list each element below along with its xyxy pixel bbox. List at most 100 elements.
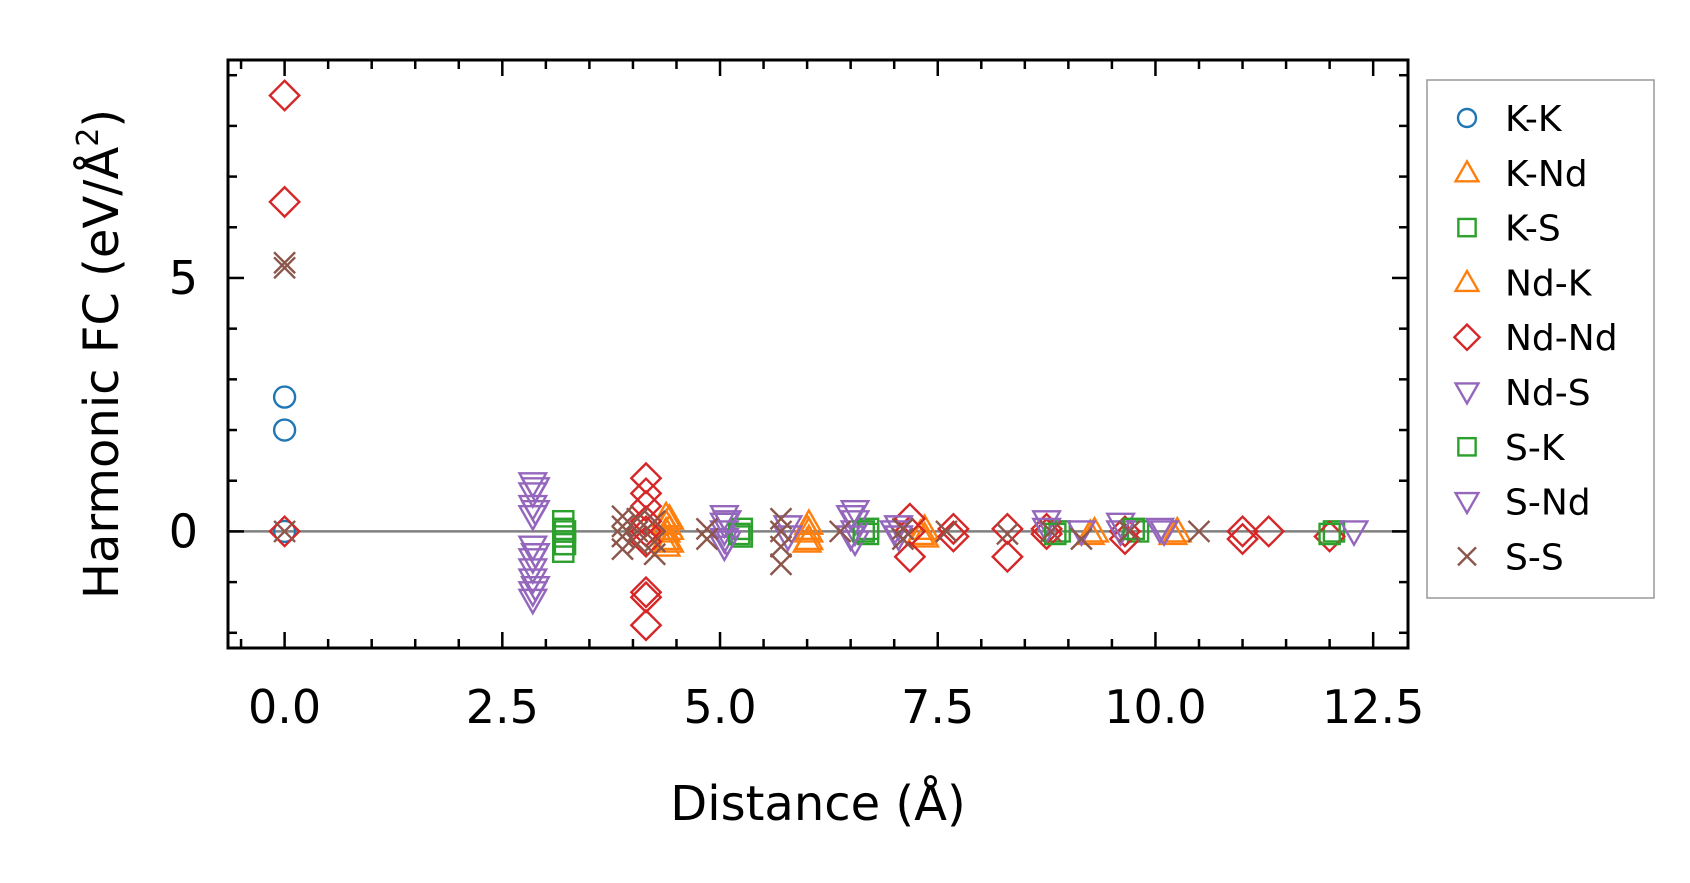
y-tick-label: 5	[169, 251, 198, 305]
data-point	[711, 530, 743, 558]
data-markers	[268, 79, 1370, 642]
data-point	[711, 510, 743, 537]
legend-item-nd-k: Nd-K	[1453, 263, 1593, 304]
legend-label: Nd-Nd	[1505, 318, 1618, 359]
data-point	[891, 517, 915, 541]
legend-label: S-Nd	[1505, 483, 1591, 524]
data-point	[611, 537, 634, 561]
plot-frame	[226, 58, 1410, 650]
legend-item-nd-s: Nd-S	[1453, 373, 1591, 414]
data-point	[1122, 517, 1145, 541]
data-point	[520, 477, 551, 505]
data-point	[828, 520, 852, 543]
data-point	[1070, 527, 1093, 551]
data-point	[904, 518, 936, 546]
x-tick-label: 12.5	[1322, 680, 1424, 734]
data-point	[551, 525, 575, 548]
legend-label: K-S	[1505, 209, 1561, 250]
data-point	[769, 553, 793, 576]
y-axis-title: Harmonic FC (eV/Å2)	[71, 109, 130, 599]
legend: K-K K-Nd K-S Nd-K Nd-Nd Nd-S S-K S-Nd S-S	[1426, 79, 1655, 599]
data-point	[695, 527, 719, 551]
data-point	[1074, 518, 1106, 546]
x-axis-title: Distance (Å)	[670, 775, 965, 832]
legend-item-nd-nd: Nd-Nd	[1452, 318, 1618, 359]
data-point	[893, 540, 927, 574]
data-point	[517, 558, 549, 586]
series-nd-s	[517, 472, 1176, 616]
data-point	[1322, 520, 1346, 543]
data-point	[629, 525, 663, 558]
data-point	[1079, 515, 1110, 543]
legend-marker-icon	[1457, 436, 1477, 457]
data-point	[839, 499, 871, 527]
data-point	[909, 513, 941, 541]
y-axis-title-close: )	[74, 109, 130, 128]
data-point	[891, 527, 915, 551]
data-point	[629, 608, 663, 642]
data-point	[1148, 520, 1180, 548]
data-point	[611, 514, 634, 538]
data-point	[517, 588, 549, 616]
data-point	[272, 519, 297, 544]
data-point	[909, 520, 941, 548]
data-point	[1226, 522, 1259, 556]
legend-marker-icon	[1457, 546, 1477, 567]
data-point	[937, 512, 970, 546]
x-tick-label: 7.5	[901, 680, 974, 734]
data-point	[1105, 512, 1136, 540]
data-point	[553, 532, 577, 556]
y-tick-label: 0	[169, 504, 198, 558]
data-point	[643, 509, 667, 533]
data-point	[1117, 520, 1141, 543]
legend-label: S-K	[1505, 428, 1566, 469]
data-point	[835, 525, 867, 553]
data-point	[272, 385, 297, 409]
data-point	[273, 256, 296, 280]
data-point	[727, 522, 751, 546]
data-point	[272, 418, 297, 442]
series-s-k	[553, 517, 1341, 556]
legend-marker-icon	[1453, 382, 1481, 406]
legend-marker-icon	[1453, 268, 1481, 293]
data-point	[643, 542, 667, 566]
legend-label: K-K	[1505, 99, 1563, 140]
legend-item-s-k: S-K	[1457, 428, 1566, 469]
data-point	[1226, 515, 1259, 548]
x-tick-label: 5.0	[683, 680, 756, 734]
x-tick-label: 10.0	[1104, 680, 1206, 734]
data-point	[629, 489, 663, 523]
legend-label: Nd-S	[1505, 373, 1591, 414]
data-point	[268, 185, 302, 219]
data-point	[791, 525, 823, 553]
data-point	[553, 520, 577, 543]
data-point	[852, 520, 875, 543]
legend-item-s-nd: S-Nd	[1453, 483, 1591, 524]
data-point	[520, 499, 551, 527]
data-point	[517, 472, 549, 499]
legend-label: Nd-K	[1505, 263, 1593, 304]
data-point	[268, 79, 302, 112]
data-point	[520, 575, 551, 603]
data-point	[629, 575, 663, 609]
data-point	[839, 530, 871, 558]
data-point	[996, 522, 1019, 546]
legend-marker-icon	[1456, 107, 1478, 129]
series-s-s	[273, 251, 1211, 576]
legend-label: S-S	[1505, 537, 1564, 578]
series-s-nd	[520, 477, 1370, 603]
data-point	[1030, 517, 1063, 551]
legend-marker-icon	[1452, 322, 1482, 352]
data-point	[1338, 520, 1370, 548]
data-point	[654, 513, 685, 541]
data-point	[772, 515, 804, 543]
x-tick-label: 0.0	[248, 680, 321, 734]
y-axis-title-main: Harmonic FC (eV/Å	[73, 147, 130, 600]
data-point	[1187, 520, 1211, 543]
data-point	[1039, 520, 1063, 543]
axis-ticks	[228, 60, 1408, 648]
series-k-k	[272, 385, 297, 544]
x-tick-label: 2.5	[466, 680, 539, 734]
data-point	[273, 251, 296, 275]
